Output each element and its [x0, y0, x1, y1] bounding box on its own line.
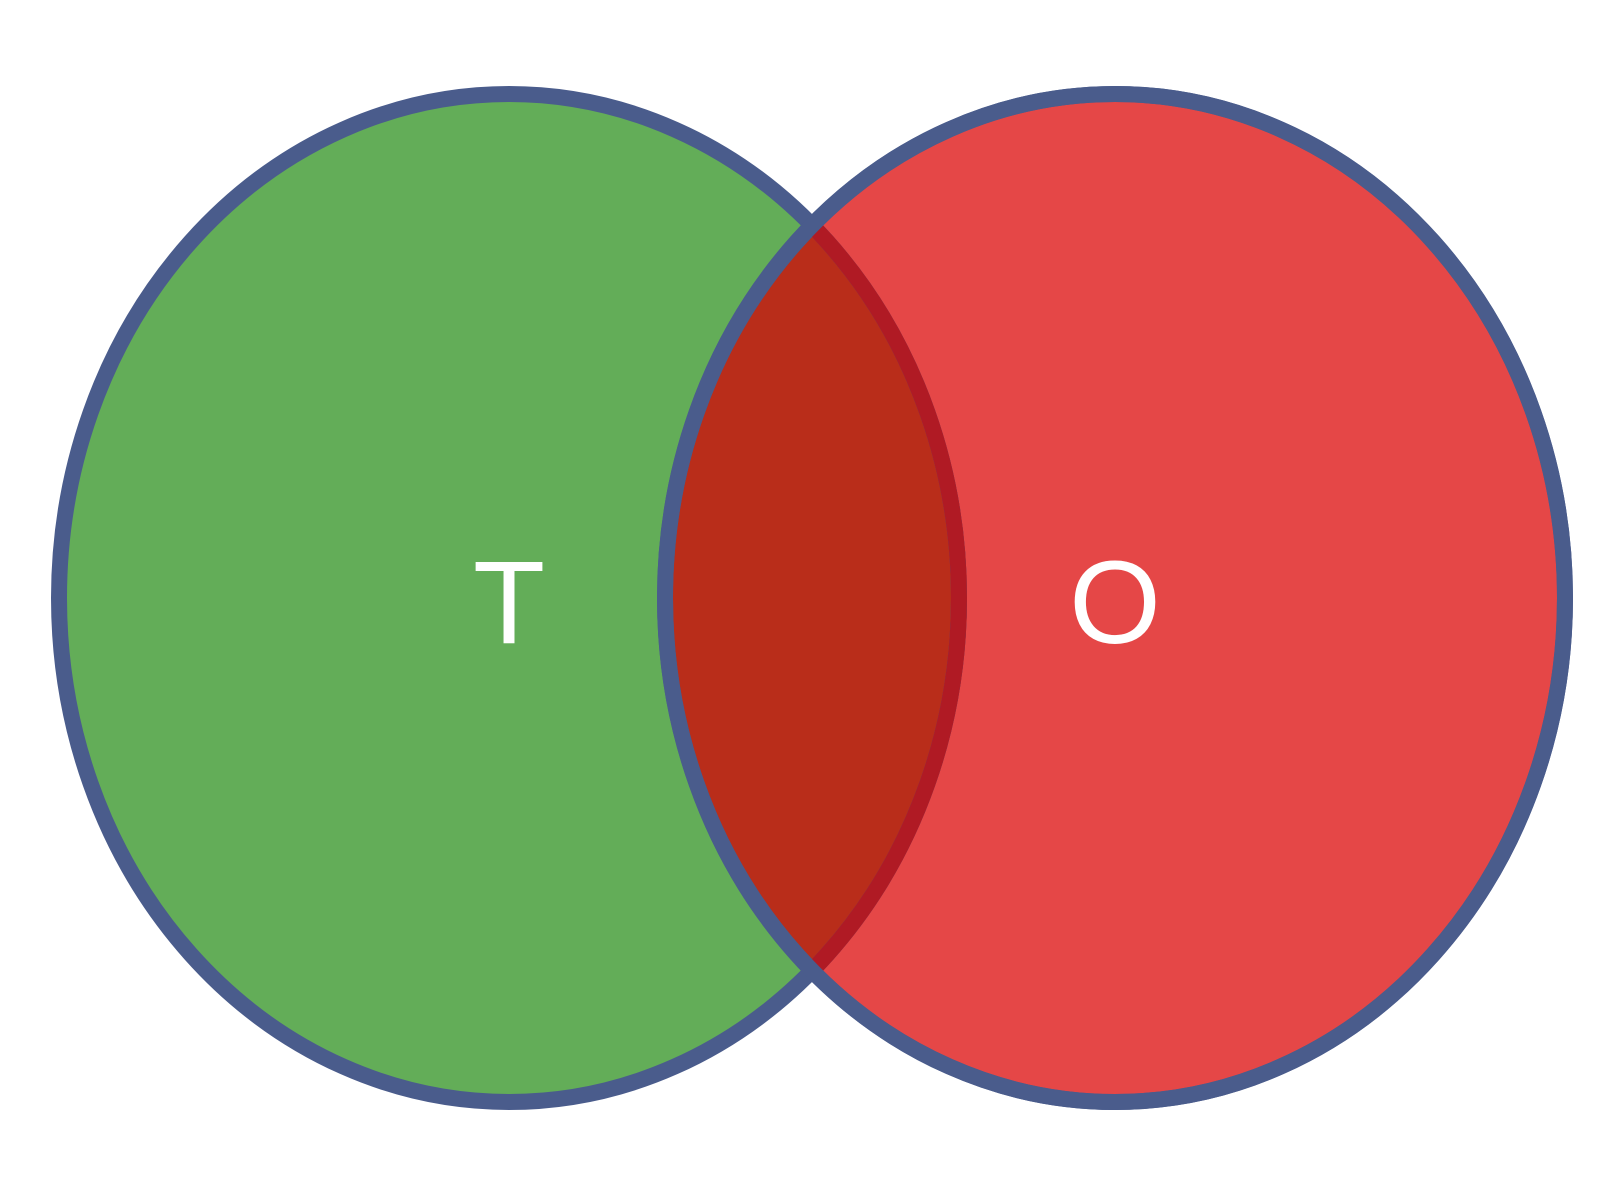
set-o-outline-top [657, 86, 1573, 1110]
set-t-label: T [473, 537, 545, 669]
set-o-label: O [1069, 537, 1161, 669]
set-t-outline-inner-cover [665, 94, 967, 1102]
